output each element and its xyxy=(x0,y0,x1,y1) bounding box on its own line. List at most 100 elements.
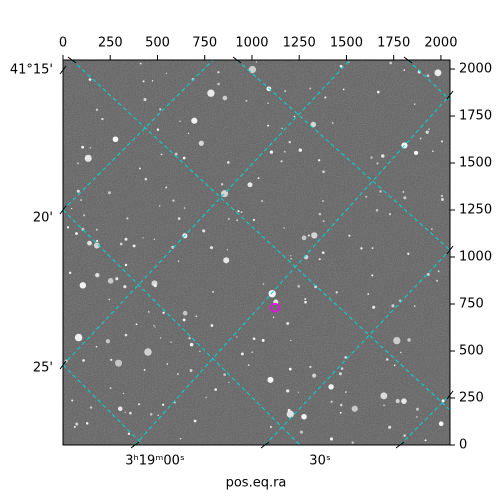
wcs-tick xyxy=(232,56,242,64)
star xyxy=(403,196,407,200)
star xyxy=(290,339,292,342)
wcs-grid-line xyxy=(407,59,451,101)
star xyxy=(322,170,325,174)
star xyxy=(426,272,430,276)
star xyxy=(124,263,128,267)
star xyxy=(89,406,93,409)
star xyxy=(115,277,119,281)
star xyxy=(283,227,286,229)
star xyxy=(403,69,406,71)
star xyxy=(398,299,402,302)
star xyxy=(143,369,146,371)
star xyxy=(222,95,228,101)
star xyxy=(312,373,317,378)
star xyxy=(426,74,430,78)
star xyxy=(95,108,99,111)
star xyxy=(331,122,334,124)
star xyxy=(342,88,345,91)
star xyxy=(79,282,87,289)
star xyxy=(318,159,321,162)
star xyxy=(371,247,374,250)
star xyxy=(122,392,125,395)
star xyxy=(76,189,80,193)
wcs-tick xyxy=(395,441,405,449)
star xyxy=(159,108,162,111)
star xyxy=(311,232,318,239)
star xyxy=(165,186,168,189)
star xyxy=(395,399,400,404)
star xyxy=(301,413,307,420)
star xyxy=(261,339,265,342)
star xyxy=(391,304,395,308)
star xyxy=(73,425,76,429)
star xyxy=(114,359,123,367)
image-noise xyxy=(63,60,450,445)
star xyxy=(389,213,391,216)
star xyxy=(290,257,292,260)
star xyxy=(321,251,325,255)
star xyxy=(268,289,276,298)
star xyxy=(286,322,290,325)
star xyxy=(286,389,290,393)
star xyxy=(393,336,401,345)
star xyxy=(162,403,165,406)
star xyxy=(183,207,186,209)
x-tick-label: 0 xyxy=(59,36,67,51)
star xyxy=(416,407,419,411)
star xyxy=(381,154,385,158)
star xyxy=(339,403,343,407)
star xyxy=(172,199,175,202)
star xyxy=(434,69,442,77)
star xyxy=(290,255,292,257)
star xyxy=(304,300,307,304)
wcs-tick xyxy=(59,65,67,75)
star xyxy=(309,87,312,90)
star xyxy=(375,208,379,212)
star xyxy=(202,229,206,233)
star xyxy=(189,368,193,372)
star xyxy=(435,279,439,282)
star xyxy=(283,150,286,153)
y-tick-label: 250 xyxy=(459,391,484,406)
star xyxy=(407,252,410,255)
star xyxy=(95,272,100,278)
star xyxy=(214,388,217,391)
star xyxy=(132,244,136,248)
star xyxy=(199,350,201,352)
star xyxy=(159,337,162,339)
star xyxy=(252,337,256,341)
star xyxy=(189,342,194,347)
star xyxy=(87,240,92,246)
dec-label: 20' xyxy=(33,211,53,226)
star xyxy=(402,191,405,193)
wcs-grid-line xyxy=(134,94,451,446)
star xyxy=(377,90,380,94)
star xyxy=(360,247,363,250)
star xyxy=(385,358,389,361)
star xyxy=(269,150,273,154)
star xyxy=(351,405,358,412)
wcs-tick xyxy=(59,205,67,215)
star xyxy=(309,365,312,369)
star xyxy=(344,356,347,359)
star xyxy=(144,177,148,181)
star xyxy=(330,400,333,403)
star xyxy=(223,257,230,264)
dec-label: 41°15' xyxy=(10,63,53,78)
sky-image xyxy=(63,60,450,445)
star xyxy=(179,437,182,440)
star xyxy=(207,89,215,97)
star xyxy=(318,258,321,261)
star xyxy=(135,323,138,326)
y-tick-label: 1750 xyxy=(459,109,492,124)
star xyxy=(159,205,161,207)
star xyxy=(425,130,429,134)
star xyxy=(127,432,131,436)
star xyxy=(75,232,78,235)
star xyxy=(284,90,286,92)
star xyxy=(299,430,303,434)
star xyxy=(367,293,370,295)
star xyxy=(301,235,307,241)
star xyxy=(68,271,72,275)
